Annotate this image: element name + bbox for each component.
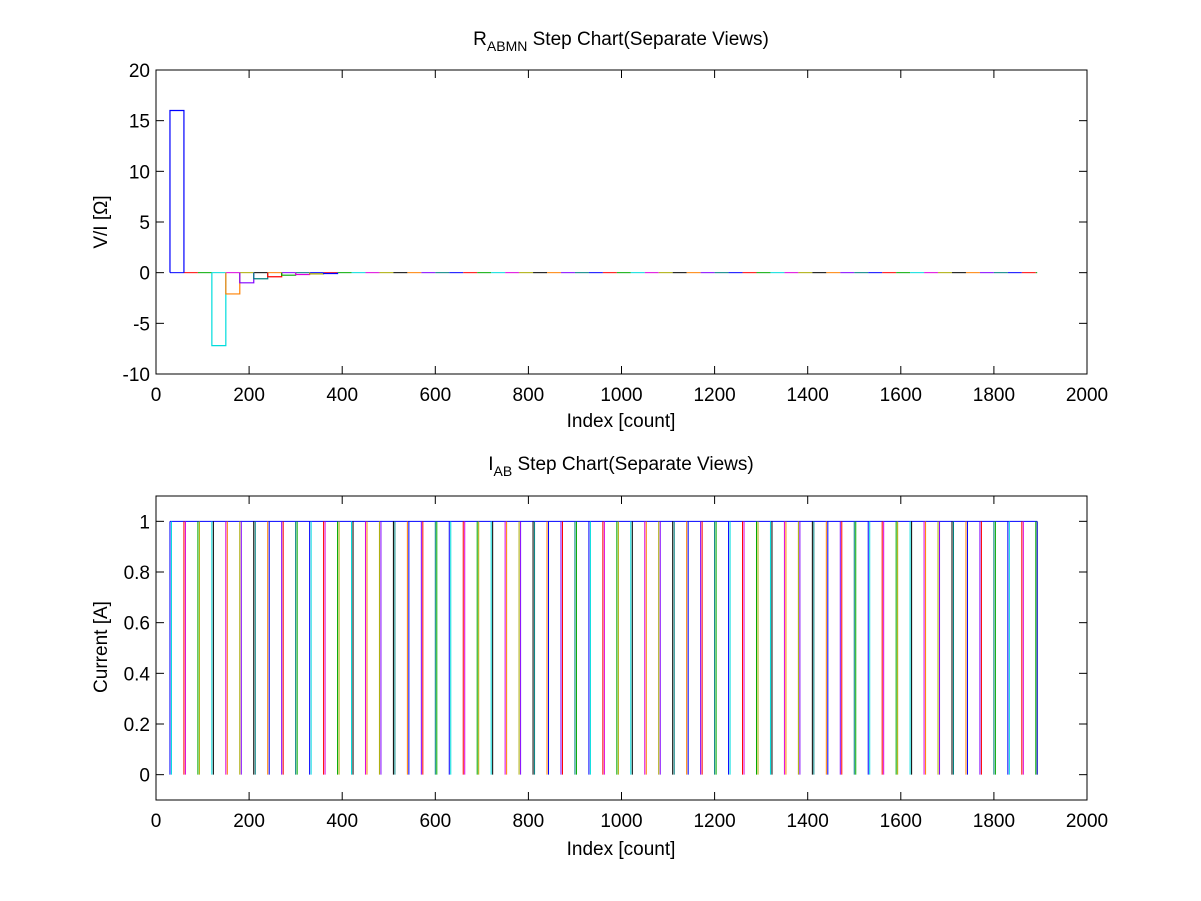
x-tick-label: 1600 bbox=[880, 385, 922, 406]
y-tick-label: 10 bbox=[129, 162, 150, 183]
x-tick-label: 800 bbox=[513, 811, 545, 832]
x-tick-label: 1000 bbox=[600, 811, 642, 832]
y-tick-label: -10 bbox=[123, 365, 150, 386]
x-ticks: 0 200 400 600 800 1000 1200 1400 1600 1800 2000 bbox=[151, 496, 1108, 832]
x-tick-label: 1800 bbox=[973, 385, 1015, 406]
y-tick-label: 5 bbox=[139, 213, 150, 234]
x-tick-label: 400 bbox=[326, 385, 358, 406]
x-tick-label: 600 bbox=[419, 811, 451, 832]
x-tick-label: 1400 bbox=[787, 811, 829, 832]
y-ticks: -10 -5 0 5 10 15 20 bbox=[123, 61, 1087, 386]
y-ticks: 0 0.2 0.4 0.6 0.8 1 bbox=[124, 512, 1087, 787]
x-tick-label: 400 bbox=[326, 811, 358, 832]
y-tick-label: 0.6 bbox=[124, 614, 150, 635]
y-tick-label: 15 bbox=[129, 112, 150, 133]
step-segment bbox=[322, 272, 339, 275]
x-axis-label: Index [count] bbox=[567, 839, 676, 860]
y-tick-label: 0.2 bbox=[124, 715, 150, 736]
x-tick-label: 1200 bbox=[693, 385, 735, 406]
y-tick-label: 20 bbox=[129, 61, 150, 82]
step-segment bbox=[169, 109, 185, 273]
y-tick-label: 0 bbox=[139, 264, 150, 285]
x-tick-label: 1800 bbox=[973, 811, 1015, 832]
plot-marks bbox=[169, 109, 1038, 347]
chart-title: RABMN Step Chart(Separate Views) bbox=[473, 29, 769, 54]
x-tick-label: 0 bbox=[151, 385, 162, 406]
x-tick-label: 2000 bbox=[1066, 811, 1108, 832]
y-axis-label: V/I [Ω] bbox=[91, 195, 112, 248]
x-tick-label: 1000 bbox=[600, 385, 642, 406]
y-tick-label: 0.8 bbox=[124, 563, 150, 584]
chart-rabmn: RABMN Step Chart(Separate Views) 0 200 400… bbox=[91, 29, 1108, 432]
y-tick-label: 0 bbox=[139, 766, 150, 787]
x-tick-label: 600 bbox=[419, 385, 451, 406]
y-tick-label: -5 bbox=[133, 314, 150, 335]
x-tick-label: 200 bbox=[233, 811, 265, 832]
y-tick-label: 0.4 bbox=[124, 664, 151, 685]
x-tick-label: 2000 bbox=[1066, 385, 1108, 406]
x-tick-label: 200 bbox=[233, 385, 265, 406]
x-tick-label: 1600 bbox=[880, 811, 922, 832]
plot-marks bbox=[169, 520, 1038, 775]
x-tick-label: 1400 bbox=[787, 385, 829, 406]
y-tick-label: 1 bbox=[139, 512, 150, 533]
x-tick-label: 800 bbox=[513, 385, 545, 406]
x-ticks: 0 200 400 600 800 1000 1200 1400 1600 1800 2000 bbox=[151, 70, 1108, 406]
x-tick-label: 1200 bbox=[693, 811, 735, 832]
chart-iab: IAB Step Chart(Separate Views) 0 200 400 60… bbox=[91, 454, 1108, 860]
x-tick-label: 0 bbox=[151, 811, 162, 832]
x-axis-label: Index [count] bbox=[567, 411, 676, 432]
step-segment bbox=[211, 272, 227, 347]
chart-title: IAB Step Chart(Separate Views) bbox=[488, 454, 753, 479]
y-axis-label: Current [A] bbox=[91, 601, 112, 693]
